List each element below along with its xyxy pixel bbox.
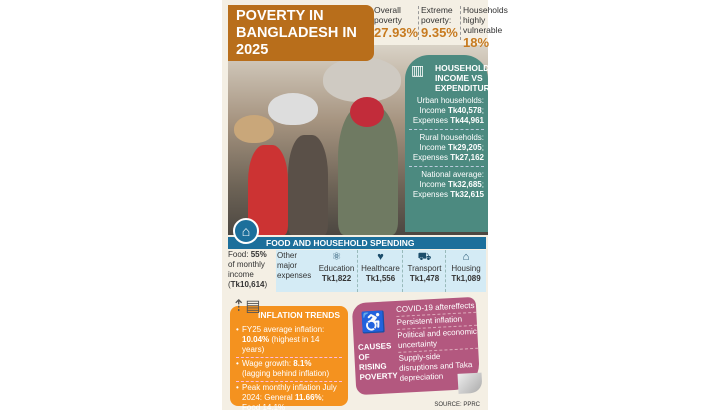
inflation-item: Wage growth: 8.1% (lagging behind inflat…	[236, 358, 342, 382]
source-credit: SOURCE: PPRC	[434, 402, 480, 408]
stat-vulnerable: Households highly vulnerable 18%	[463, 5, 513, 50]
inflation-item: Peak monthly inflation July 2024: Genera…	[236, 382, 342, 415]
expense-healthcare: ♥ Healthcare Tk1,556	[359, 250, 403, 292]
spending-heading: FOOD AND HOUSEHOLD SPENDING	[228, 237, 486, 249]
stat-extreme-poverty: Extreme poverty: 9.35%	[421, 5, 459, 40]
stat-label: Overall poverty	[374, 5, 402, 25]
causes-heading: CAUSES OF RISING POVERTY	[357, 341, 398, 382]
healthcare-icon: ♥	[377, 251, 384, 263]
expense-education: ⚛ Education Tk1,822	[316, 250, 358, 292]
income-chart-icon: ▥	[411, 62, 425, 78]
inflation-item: FY25 average inflation: 10.04% (highest …	[236, 324, 342, 358]
transport-icon: ⛟	[417, 251, 432, 263]
education-icon: ⚛	[331, 251, 342, 263]
house-icon: ⌂	[233, 218, 259, 244]
household-income-panel: ▥ HOUSEHOLD INCOME VS EXPENDITURE Urban …	[405, 55, 496, 232]
urban-block: Urban households: Income Tk40,578; Expense…	[409, 93, 484, 130]
national-block: National average: Income Tk32,685; Expense…	[412, 170, 484, 199]
page-title: POVERTY IN BANGLADESH IN 2025	[228, 5, 374, 61]
other-expenses-label: Other major expenses	[276, 250, 316, 292]
coins-icon: ⇡▤	[232, 298, 261, 315]
rural-block: Rural households: Income Tk29,205; Expense…	[409, 130, 484, 167]
stat-label: Extreme poverty:	[421, 5, 453, 25]
page-curl	[457, 372, 483, 394]
person-icon: ♿	[360, 311, 387, 335]
household-heading: HOUSEHOLD INCOME VS EXPENDITURE	[435, 63, 496, 93]
stat-value: 27.93%	[374, 25, 419, 40]
stat-label: Households highly vulnerable	[463, 5, 508, 35]
stat-overall-poverty: Overall poverty 27.93%	[374, 5, 419, 40]
inflation-heading: INFLATION TRENDS	[258, 310, 341, 320]
food-spending: Food: 55% of monthly income (Tk10,614)	[228, 250, 268, 289]
stat-value: 18%	[463, 35, 490, 50]
infographic: POVERTY IN BANGLADESH IN 2025 Overall po…	[222, 0, 508, 412]
housing-icon: ⌂	[462, 251, 470, 263]
expense-transport: ⛟ Transport Tk1,478	[404, 250, 446, 292]
stat-value: 9.35%	[421, 25, 458, 40]
expense-list: ⚛ Education Tk1,822 ♥ Healthcare Tk1,556 ⛟ Tr…	[314, 250, 486, 292]
causes-panel: ♿ CAUSES OF RISING POVERTY COVID-19 afte…	[351, 296, 483, 396]
inflation-panel: INFLATION TRENDS FY25 average inflation:…	[230, 306, 348, 412]
expense-housing: ⌂ Housing Tk1,089	[447, 250, 485, 292]
